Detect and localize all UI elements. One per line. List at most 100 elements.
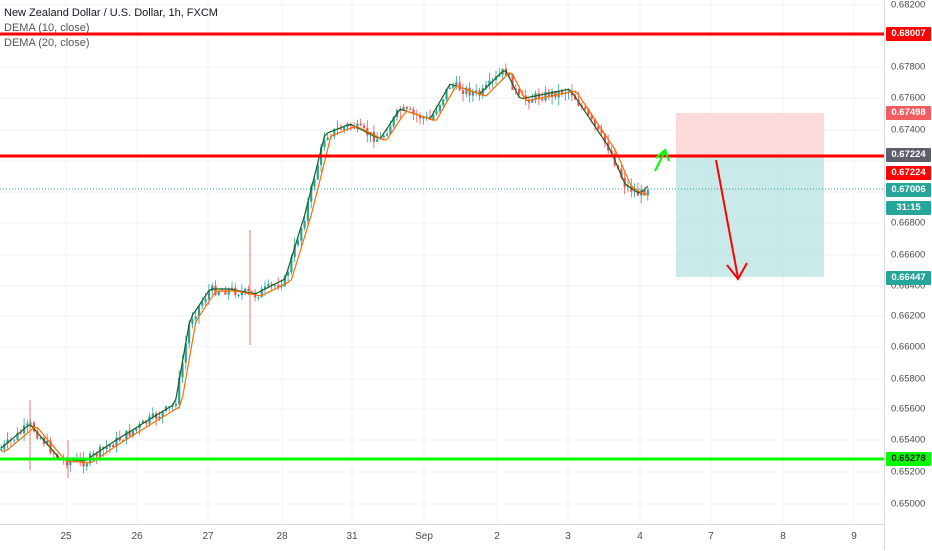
candle-body (452, 86, 455, 88)
chart-canvas[interactable] (0, 0, 884, 524)
candle-body (49, 440, 52, 453)
candle-body (69, 460, 72, 466)
dema-20-line (1, 72, 648, 464)
candle-body (570, 90, 573, 96)
price-axis[interactable]: 0.68200 0.67800 0.67600 0.67400 0.66800 … (884, 0, 932, 550)
countdown-badge: 31:15 (886, 201, 931, 215)
time-label: 28 (276, 531, 288, 542)
candle-body (422, 117, 425, 119)
candle-body (270, 283, 273, 286)
candle-body (188, 324, 191, 344)
candle-body (310, 186, 313, 202)
candle-body (362, 125, 366, 128)
candle-body (590, 115, 593, 120)
candle-body (537, 93, 540, 99)
candle-body (39, 437, 42, 439)
candle-body (135, 428, 138, 431)
price-tick: 0.67400 (891, 124, 926, 136)
candle-body (128, 430, 131, 436)
candle-body (643, 189, 646, 196)
candle-body (32, 422, 36, 432)
candle-body (207, 291, 210, 300)
candle-body (240, 291, 243, 296)
candle-body (438, 104, 441, 112)
candle-body (587, 109, 590, 116)
candle-body (326, 137, 329, 140)
candle-body (164, 406, 168, 411)
candle-body (419, 115, 422, 119)
candle-body (386, 133, 389, 136)
candle-body (125, 430, 128, 441)
time-label: 9 (851, 531, 857, 542)
candle-body (597, 125, 600, 130)
candle-body (191, 319, 194, 325)
candle-body (290, 256, 293, 273)
candle-body (349, 124, 352, 127)
price-tick: 0.65200 (891, 466, 926, 478)
chart-area[interactable]: New Zealand Dollar / U.S. Dollar, 1h, FX… (0, 0, 884, 524)
time-label: 31 (346, 531, 358, 542)
red-arrow-icon[interactable] (715, 159, 748, 281)
dema-10-label[interactable]: DEMA (10, close) (4, 22, 90, 34)
candle-body (412, 109, 415, 114)
symbol-title[interactable]: New Zealand Dollar / U.S. Dollar, 1h, FX… (4, 7, 218, 19)
candle-body (300, 227, 303, 241)
time-label: 26 (131, 531, 143, 542)
price-tick: 0.66000 (891, 341, 926, 353)
candle-body (131, 430, 135, 436)
price-tick: 0.65400 (891, 434, 926, 446)
candle-body (16, 432, 19, 440)
candle-body (263, 286, 267, 289)
candle-body (465, 87, 468, 94)
candle-body (491, 79, 494, 81)
grid-lines (0, 0, 884, 524)
candle-body (402, 107, 405, 111)
candle-body (445, 88, 448, 100)
candle-body (455, 82, 458, 87)
candle-body (95, 453, 98, 457)
candle-body (372, 131, 375, 142)
candle-body (432, 114, 435, 120)
candle-body (280, 286, 283, 288)
candle-body (343, 126, 346, 130)
candle-body (6, 439, 9, 444)
candle-body (306, 201, 309, 221)
dema-10-line (0, 70, 649, 462)
time-axis[interactable]: 25 26 27 28 31 Sep 2 3 4 7 8 9 (0, 524, 884, 551)
resistance-top-badge: 0.68007 (886, 27, 931, 41)
price-tick: 0.66400 (891, 280, 926, 292)
candle-body (518, 88, 521, 95)
candle-body (475, 90, 478, 92)
candle-body (201, 302, 204, 306)
candle-body (442, 99, 445, 105)
candle-body (646, 190, 649, 196)
candle-body (227, 288, 230, 295)
current-price-badge: 0.67006 (886, 183, 931, 197)
support-badge: 0.65278 (886, 452, 931, 466)
time-label: Sep (415, 531, 433, 542)
candle-body (267, 283, 270, 287)
candle-body (13, 439, 16, 441)
candle-body (92, 453, 95, 455)
price-tick: 0.67800 (891, 61, 926, 73)
level-red-badge: 0.67224 (886, 166, 931, 180)
candle-body (19, 432, 22, 434)
candle-body (551, 91, 554, 98)
candlesticks (0, 63, 649, 478)
price-tick: 0.66200 (891, 310, 926, 322)
candle-body (382, 135, 385, 138)
candle-body (237, 295, 240, 297)
candle-body (544, 91, 547, 101)
stop-loss-zone[interactable] (676, 113, 824, 156)
candle-body (247, 288, 250, 292)
time-label: 2 (494, 531, 500, 542)
candle-body (26, 423, 29, 426)
dema-20-label[interactable]: DEMA (20, close) (4, 37, 90, 49)
candle-body (171, 405, 174, 407)
candle-body (448, 87, 451, 89)
green-arrow-icon[interactable] (654, 148, 670, 172)
candle-body (161, 410, 164, 417)
take-profit-zone[interactable] (676, 156, 824, 277)
candle-body (409, 108, 412, 110)
candle-body (554, 91, 557, 98)
